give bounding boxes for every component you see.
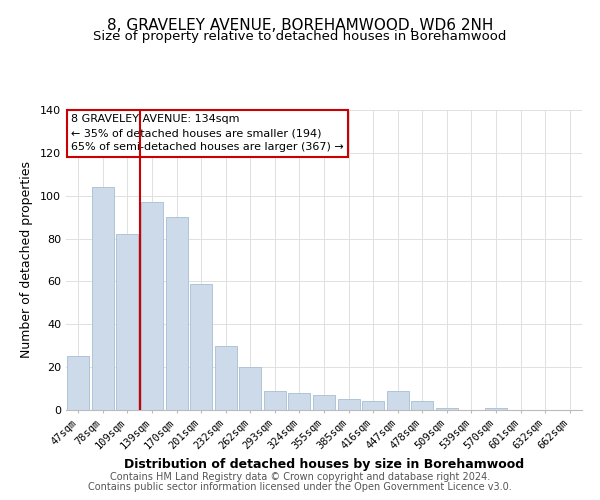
Bar — [67, 356, 89, 410]
Text: Contains public sector information licensed under the Open Government Licence v3: Contains public sector information licen… — [88, 482, 512, 492]
Bar — [190, 284, 212, 410]
Bar — [313, 395, 335, 410]
Bar — [362, 402, 384, 410]
Bar — [92, 187, 114, 410]
Bar — [166, 217, 188, 410]
Bar — [141, 202, 163, 410]
Y-axis label: Number of detached properties: Number of detached properties — [20, 162, 33, 358]
Bar — [264, 390, 286, 410]
Text: 8, GRAVELEY AVENUE, BOREHAMWOOD, WD6 2NH: 8, GRAVELEY AVENUE, BOREHAMWOOD, WD6 2NH — [107, 18, 493, 32]
X-axis label: Distribution of detached houses by size in Borehamwood: Distribution of detached houses by size … — [124, 458, 524, 471]
Bar — [338, 400, 359, 410]
Bar — [436, 408, 458, 410]
Bar — [289, 393, 310, 410]
Text: Size of property relative to detached houses in Borehamwood: Size of property relative to detached ho… — [94, 30, 506, 43]
Text: Contains HM Land Registry data © Crown copyright and database right 2024.: Contains HM Land Registry data © Crown c… — [110, 472, 490, 482]
Text: 8 GRAVELEY AVENUE: 134sqm
← 35% of detached houses are smaller (194)
65% of semi: 8 GRAVELEY AVENUE: 134sqm ← 35% of detac… — [71, 114, 344, 152]
Bar — [411, 402, 433, 410]
Bar — [485, 408, 507, 410]
Bar — [386, 390, 409, 410]
Bar — [215, 346, 237, 410]
Bar — [116, 234, 139, 410]
Bar — [239, 367, 262, 410]
